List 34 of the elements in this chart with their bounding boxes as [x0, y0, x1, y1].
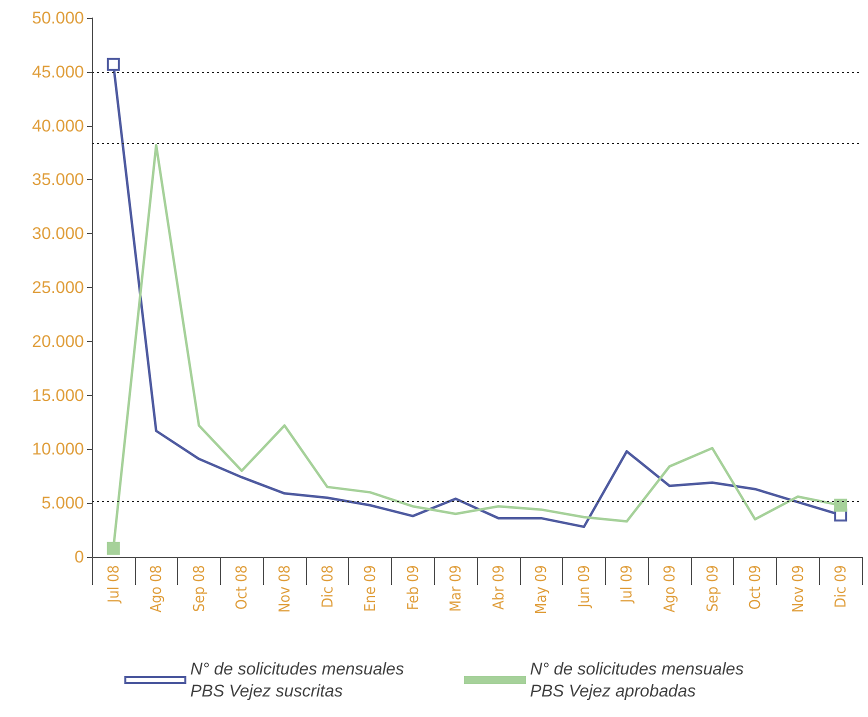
y-tick-label: 30.000: [32, 224, 84, 244]
x-tick-label: Jun 09: [574, 565, 593, 609]
y-tick-label: 10.000: [32, 440, 84, 459]
x-tick-label: Dic 09: [832, 565, 850, 608]
point: [106, 58, 120, 71]
legend-label: N° de solicitudes mensuales PBS Vejez aprobadas: [530, 660, 744, 700]
y-tick-label: 0: [74, 548, 84, 566]
x-tick-label: Jul 08: [104, 565, 122, 604]
x-tick-label: Oct 08: [232, 565, 251, 610]
x-tick-label: Feb 09: [404, 565, 422, 610]
x-tick-label: Ene 09: [361, 565, 380, 612]
y-tick-label: 5.000: [41, 494, 84, 513]
y-tick-label: 40.000: [32, 116, 84, 136]
x-tick-label: Ago 09: [660, 565, 678, 613]
y-tick-label: 35.000: [32, 170, 84, 190]
x-tick-label: Nov 08: [276, 565, 294, 613]
x-tick-label: Ago 08: [147, 565, 166, 613]
y-tick-label: 50.000: [32, 8, 84, 28]
x-tick-label: Nov 09: [788, 565, 807, 613]
x-tick-label: Sep 08: [190, 565, 208, 612]
point: [106, 542, 120, 555]
x-tick-label: Sep 09: [703, 565, 722, 612]
x-tick-label: Jul 09: [618, 565, 636, 604]
legend-label: N° de solicitudes mensuales PBS Vejez suscritas: [190, 660, 404, 700]
y-tick-label: 15.000: [32, 386, 84, 405]
x-tick-label: Abr 09: [489, 565, 508, 610]
y-tick-label: 25.000: [32, 278, 84, 297]
x-tick-label: May 09: [532, 565, 550, 614]
y-tick-label: 20.000: [32, 332, 84, 351]
point: [834, 498, 848, 512]
x-tick-label: Dic 08: [318, 565, 336, 608]
x-tick-label: Oct 09: [746, 565, 764, 610]
x-tick-label: Mar 09: [446, 565, 465, 612]
y-tick-label: 45.000: [32, 62, 84, 82]
